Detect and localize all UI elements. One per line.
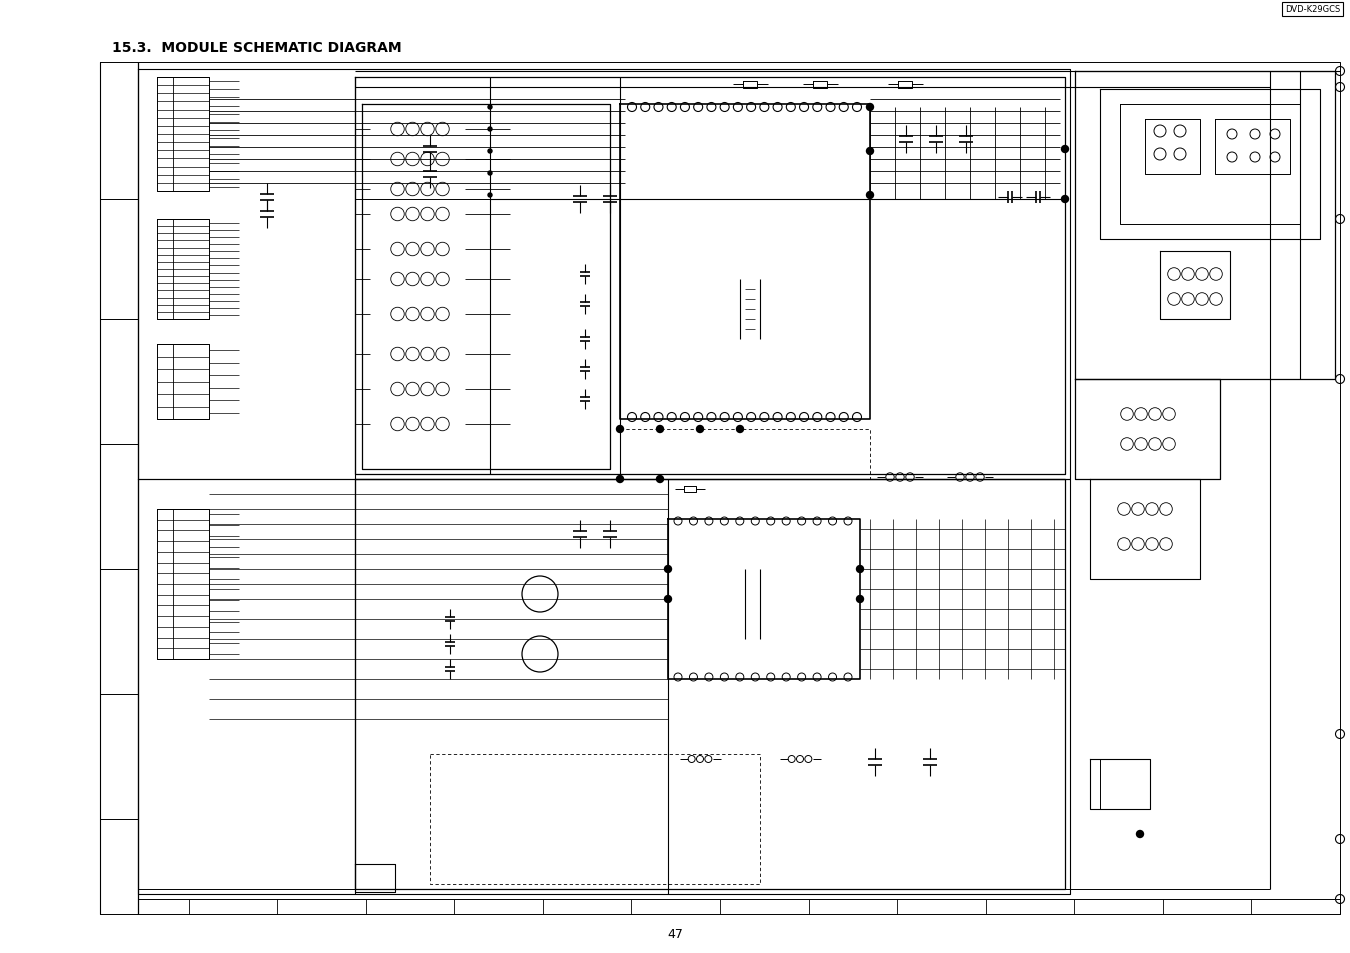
Circle shape (617, 426, 624, 433)
Circle shape (664, 566, 671, 573)
Circle shape (867, 149, 873, 155)
Circle shape (617, 476, 624, 483)
Circle shape (487, 128, 491, 132)
Text: 15.3.  MODULE SCHEMATIC DIAGRAM: 15.3. MODULE SCHEMATIC DIAGRAM (112, 41, 402, 55)
Circle shape (697, 426, 703, 433)
Circle shape (867, 193, 873, 199)
Circle shape (487, 193, 491, 198)
Circle shape (487, 150, 491, 153)
Circle shape (1137, 831, 1143, 838)
Circle shape (1061, 147, 1068, 153)
Circle shape (656, 426, 663, 433)
Circle shape (1061, 196, 1068, 203)
Circle shape (737, 426, 744, 433)
Circle shape (664, 596, 671, 603)
Circle shape (656, 476, 663, 483)
Circle shape (856, 596, 864, 603)
Text: 47: 47 (667, 927, 683, 941)
Circle shape (487, 172, 491, 175)
Circle shape (856, 566, 864, 573)
Text: DVD-K29GCS: DVD-K29GCS (1285, 6, 1341, 14)
Circle shape (867, 105, 873, 112)
Circle shape (487, 106, 491, 110)
